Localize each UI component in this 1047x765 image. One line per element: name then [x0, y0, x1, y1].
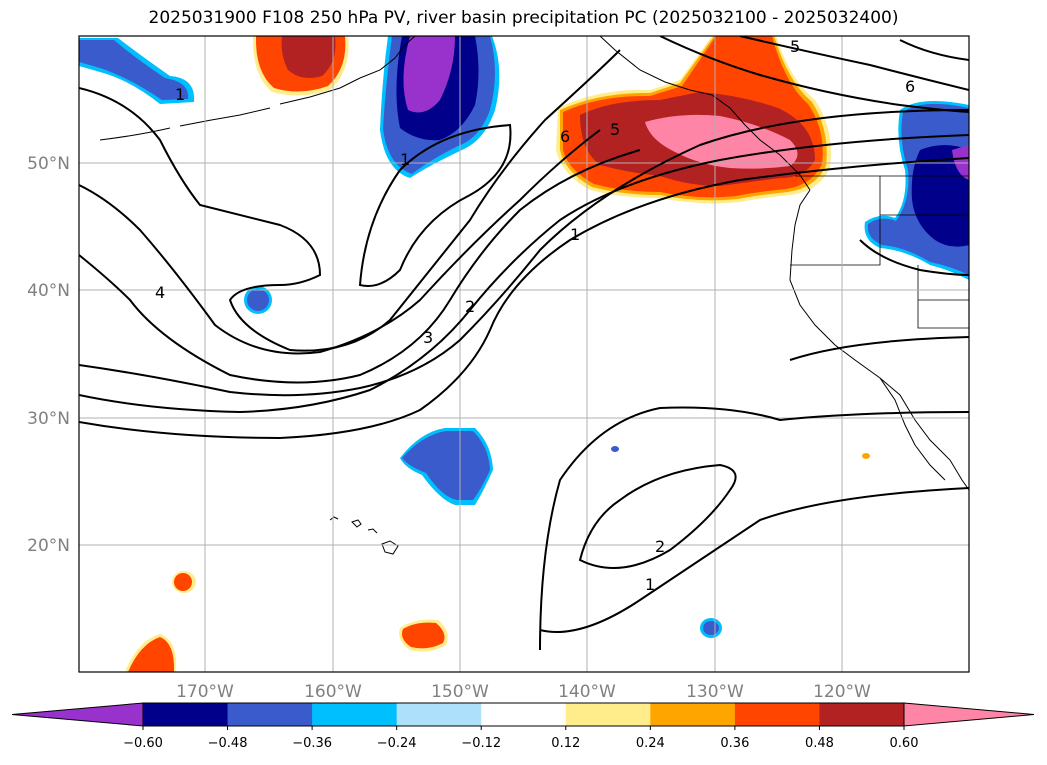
plot-frame [78, 35, 970, 673]
precip-negative-region [611, 446, 619, 452]
colorbar-tick-label: 0.60 [890, 736, 919, 751]
state-borders [790, 175, 969, 329]
colorbar-swatch [650, 703, 736, 726]
contour-label: 5 [610, 120, 620, 139]
pv-contour [789, 336, 969, 361]
contour-label: 6 [560, 127, 570, 146]
precip-positive-region [125, 634, 177, 672]
precip-negative-region [700, 618, 722, 638]
lat-label: 30°N [27, 409, 70, 429]
colorbar-swatch [481, 703, 567, 726]
pv-contour [79, 109, 969, 397]
colorbar-frame [142, 702, 905, 727]
colorbar-tick-label: 0.48 [805, 736, 834, 751]
colorbar-tick-label: −0.60 [123, 736, 163, 751]
pv-contour [539, 487, 969, 633]
precip-negative-region [244, 286, 272, 314]
colorbar-tick-label: 0.36 [720, 736, 749, 751]
lon-label: 160°W [304, 682, 362, 702]
contour-label: 2 [655, 537, 665, 556]
lon-label: 170°W [176, 682, 234, 702]
lat-label: 20°N [27, 536, 70, 556]
colorbar-swatch [565, 703, 651, 726]
lat-label: 40°N [27, 281, 70, 301]
colorbar-swatch [312, 703, 398, 726]
contour-label: 1 [175, 85, 185, 104]
colorbar-extend-max [903, 702, 1035, 727]
pv-contour [859, 239, 969, 276]
graticule [79, 36, 969, 672]
pv-contour [739, 36, 969, 91]
precip-positive-region [862, 453, 870, 459]
precip-fill-layer [79, 36, 969, 672]
baja-california [879, 377, 946, 481]
pv-contour [79, 149, 641, 384]
colorbar-swatch [819, 703, 905, 726]
precip-negative-region [864, 101, 969, 280]
contour-label-layer: 1 1 1 1 2 2 3 4 5 5 6 6 [155, 37, 915, 594]
contour-label: 3 [423, 328, 433, 347]
colorbar-tick-label: −0.48 [208, 736, 248, 751]
colorbar-swatch [396, 703, 482, 726]
plot-area [79, 36, 969, 672]
lon-label: 130°W [686, 682, 744, 702]
contour-label: 5 [790, 37, 800, 56]
precip-negative-region [380, 36, 500, 178]
longitude-labels: 170°W 160°W 150°W 140°W 130°W 120°W [176, 682, 871, 702]
colorbar: −0.60 −0.48 −0.36 −0.24 −0.12 0.12 0.24 0.36 0.4… [11, 702, 1035, 751]
colorbar-swatch [734, 703, 820, 726]
colorbar-tick-label: −0.12 [461, 736, 501, 751]
colorbar-swatch [143, 703, 229, 726]
lon-label: 120°W [813, 682, 871, 702]
contour-label: 1 [400, 150, 410, 169]
colorbar-tick-label: −0.36 [292, 736, 332, 751]
contour-label: 2 [465, 297, 475, 316]
colorbar-tick-label: 0.12 [551, 736, 580, 751]
pv-contour-layer [79, 36, 969, 651]
contour-label: 1 [570, 225, 580, 244]
north-america-west-coast [789, 189, 969, 491]
colorbar-swatch [227, 703, 313, 726]
aleutian-islands [99, 77, 361, 141]
precip-positive-region [252, 36, 349, 96]
contour-label: 6 [905, 77, 915, 96]
pv-contour [79, 134, 969, 414]
map-title: 2025031900 F108 250 hPa PV, river basin … [148, 8, 899, 28]
contour-label: 4 [155, 283, 165, 302]
coastline-layer [99, 36, 969, 555]
pv-contour [358, 123, 512, 287]
contour-label: 1 [645, 575, 655, 594]
colorbar-tick-label: −0.24 [377, 736, 417, 751]
pv-contour [79, 157, 969, 440]
hawaiian-islands [329, 516, 399, 555]
lon-label: 140°W [558, 682, 616, 702]
pv-contour [539, 406, 969, 651]
pv-contour [79, 129, 601, 355]
pv-contour [578, 463, 737, 569]
pv-contour [659, 36, 969, 113]
precip-positive-region [172, 571, 196, 593]
pv-contour [79, 49, 621, 352]
precip-positive-region [399, 619, 448, 652]
colorbar-extend-min [11, 702, 144, 727]
precip-negative-region [400, 428, 493, 505]
lon-label: 150°W [431, 682, 489, 702]
latitude-labels: 50°N 40°N 30°N 20°N [27, 154, 70, 556]
precip-negative-region [79, 38, 195, 104]
alaska-coast [359, 36, 811, 191]
lat-label: 50°N [27, 154, 70, 174]
colorbar-tick-label: 0.24 [636, 736, 665, 751]
pv-contour [899, 39, 969, 61]
